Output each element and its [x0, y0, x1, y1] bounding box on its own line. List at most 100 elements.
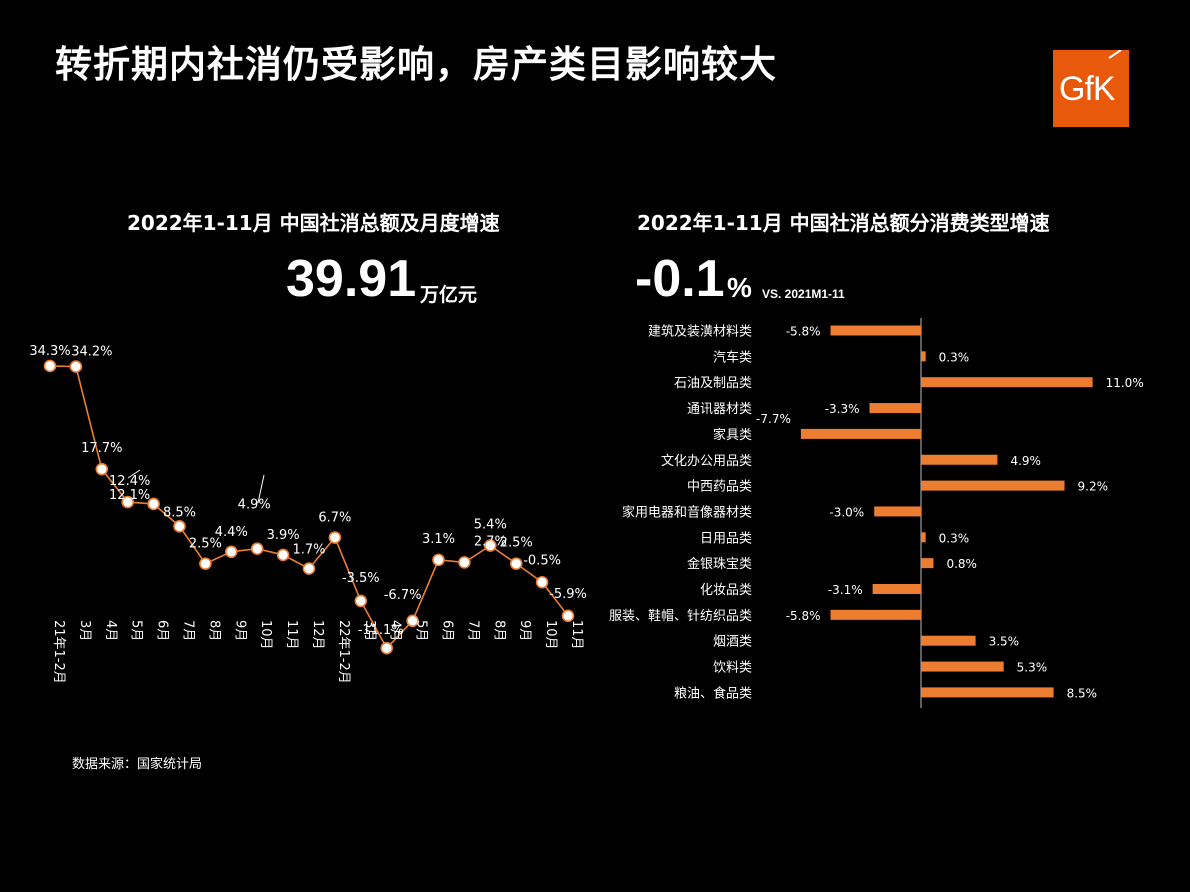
svg-text:3月: 3月: [362, 620, 377, 641]
svg-text:4月: 4月: [103, 620, 118, 641]
svg-text:9月: 9月: [517, 620, 532, 641]
x-tick-label: 22年1-2月: [336, 620, 351, 684]
line-point: [302, 562, 316, 575]
bar-data-label: 0.3%: [939, 350, 970, 364]
bar-category-label: 家具类: [713, 427, 752, 443]
line-point: [432, 553, 445, 567]
bar: [921, 454, 998, 465]
line-point: [147, 497, 160, 511]
line-data-label: 34.2%: [71, 345, 112, 360]
line-data-label: 2.5%: [189, 537, 222, 552]
x-tick-label: 7月: [465, 620, 480, 641]
right-big-value-suffix: %: [727, 272, 752, 303]
left-unit: 万亿元: [420, 284, 478, 306]
x-tick-label: 6月: [440, 620, 455, 641]
svg-text:11月: 11月: [569, 620, 584, 650]
bar: [921, 532, 926, 543]
bar-category-label: 文化办公用品类: [661, 454, 752, 469]
bar: [869, 403, 921, 414]
bar-data-label: -5.8%: [786, 609, 821, 623]
bar-data-label: -7.7%: [756, 412, 791, 426]
line-point: [173, 520, 186, 533]
line-data-label: 2.5%: [500, 536, 533, 551]
bar: [921, 377, 1093, 388]
line-point: [250, 542, 264, 555]
line-data-label: 17.7%: [81, 441, 122, 456]
x-tick-label: 10月: [258, 620, 273, 650]
label-leader-line: [257, 474, 265, 504]
svg-text:22年1-2月: 22年1-2月: [336, 620, 351, 684]
svg-text:6月: 6月: [440, 620, 455, 641]
x-tick-label: 11月: [569, 620, 584, 650]
x-tick-label: 5月: [414, 620, 429, 641]
bar: [921, 687, 1054, 698]
bar: [872, 584, 921, 594]
bar-category-label: 日用品类: [700, 531, 752, 546]
svg-text:9月: 9月: [232, 620, 247, 641]
line-point: [561, 609, 575, 623]
x-tick-label: 11月: [284, 620, 299, 650]
line-point: [509, 557, 523, 570]
bar-data-label: 4.9%: [1010, 454, 1040, 468]
svg-text:12月: 12月: [310, 620, 325, 650]
svg-text:11月: 11月: [284, 620, 299, 650]
line-point: [535, 575, 549, 589]
bar-category-label: 粮油、食品类: [674, 685, 752, 701]
bar-category-label: 金银珠宝类: [687, 556, 752, 572]
svg-text:5月: 5月: [129, 620, 144, 641]
bar: [921, 635, 976, 646]
svg-text:21年1-2月: 21年1-2月: [51, 620, 66, 684]
x-tick-label: 12月: [310, 620, 325, 650]
right-big-value: -0.1: [635, 250, 725, 308]
line-data-label: 6.7%: [318, 511, 351, 526]
bar: [874, 506, 921, 517]
line-data-label: 5.4%: [474, 518, 507, 533]
line-data-label: 34.3%: [29, 344, 70, 359]
svg-text:3月: 3月: [77, 620, 92, 641]
svg-text:5月: 5月: [414, 620, 429, 641]
bar-category-label: 烟酒类: [713, 635, 752, 650]
x-tick-label: 9月: [232, 620, 247, 641]
bar-category-label: 通讯器材类: [687, 402, 752, 417]
bar-category-label: 中西药品类: [687, 480, 752, 495]
svg-text:7月: 7月: [465, 620, 480, 641]
line-point: [458, 556, 471, 569]
line-point: [199, 557, 212, 570]
bar-data-label: 0.3%: [939, 531, 970, 545]
bar-data-label: 5.3%: [1017, 661, 1047, 675]
vs-label: VS. 2021M1-11: [762, 287, 845, 301]
data-source: 数据来源：国家统计局: [72, 757, 203, 772]
bar-category-label: 家用电器和音像器材类: [622, 504, 752, 520]
line-data-label: -3.5%: [342, 571, 380, 586]
label-leader-line: [127, 469, 141, 479]
svg-text:10月: 10月: [258, 620, 273, 650]
line-data-label: 8.5%: [163, 505, 196, 520]
bar-data-label: -3.1%: [828, 583, 863, 597]
bar-category-label: 服装、鞋帽、针纺织品类: [609, 608, 752, 624]
svg-text:4月: 4月: [388, 620, 403, 641]
line-point: [380, 641, 394, 655]
line-data-label: -0.5%: [523, 553, 561, 568]
svg-text:6月: 6月: [155, 620, 170, 641]
line-data-label: 12.4%: [109, 474, 150, 489]
x-tick-label: 5月: [129, 620, 144, 641]
x-tick-label: 7月: [181, 620, 196, 641]
svg-text:10月: 10月: [543, 620, 558, 650]
x-tick-label: 9月: [517, 620, 532, 641]
bar: [921, 661, 1004, 672]
right-subtitle: 2022年1-11月 中国社消总额分消费类型增速: [637, 211, 1050, 235]
bar-data-label: 8.5%: [1067, 686, 1098, 700]
bar-category-label: 饮料类: [713, 661, 752, 676]
line-point: [483, 539, 497, 552]
line-data-label: 3.9%: [267, 528, 300, 543]
x-tick-label: 8月: [206, 620, 221, 641]
line-data-label: 3.1%: [422, 532, 455, 547]
left-big-value: 39.91: [286, 250, 417, 308]
line-data-label: 2.7%: [474, 534, 507, 549]
left-subtitle: 2022年1-11月 中国社消总额及月度增速: [127, 211, 500, 235]
svg-text:7月: 7月: [181, 620, 196, 641]
line-point: [328, 531, 342, 544]
bar-category-label: 建筑及装潢材料类: [648, 324, 752, 340]
bar-data-label: 11.0%: [1106, 376, 1144, 390]
bar-data-label: -5.8%: [786, 325, 821, 339]
